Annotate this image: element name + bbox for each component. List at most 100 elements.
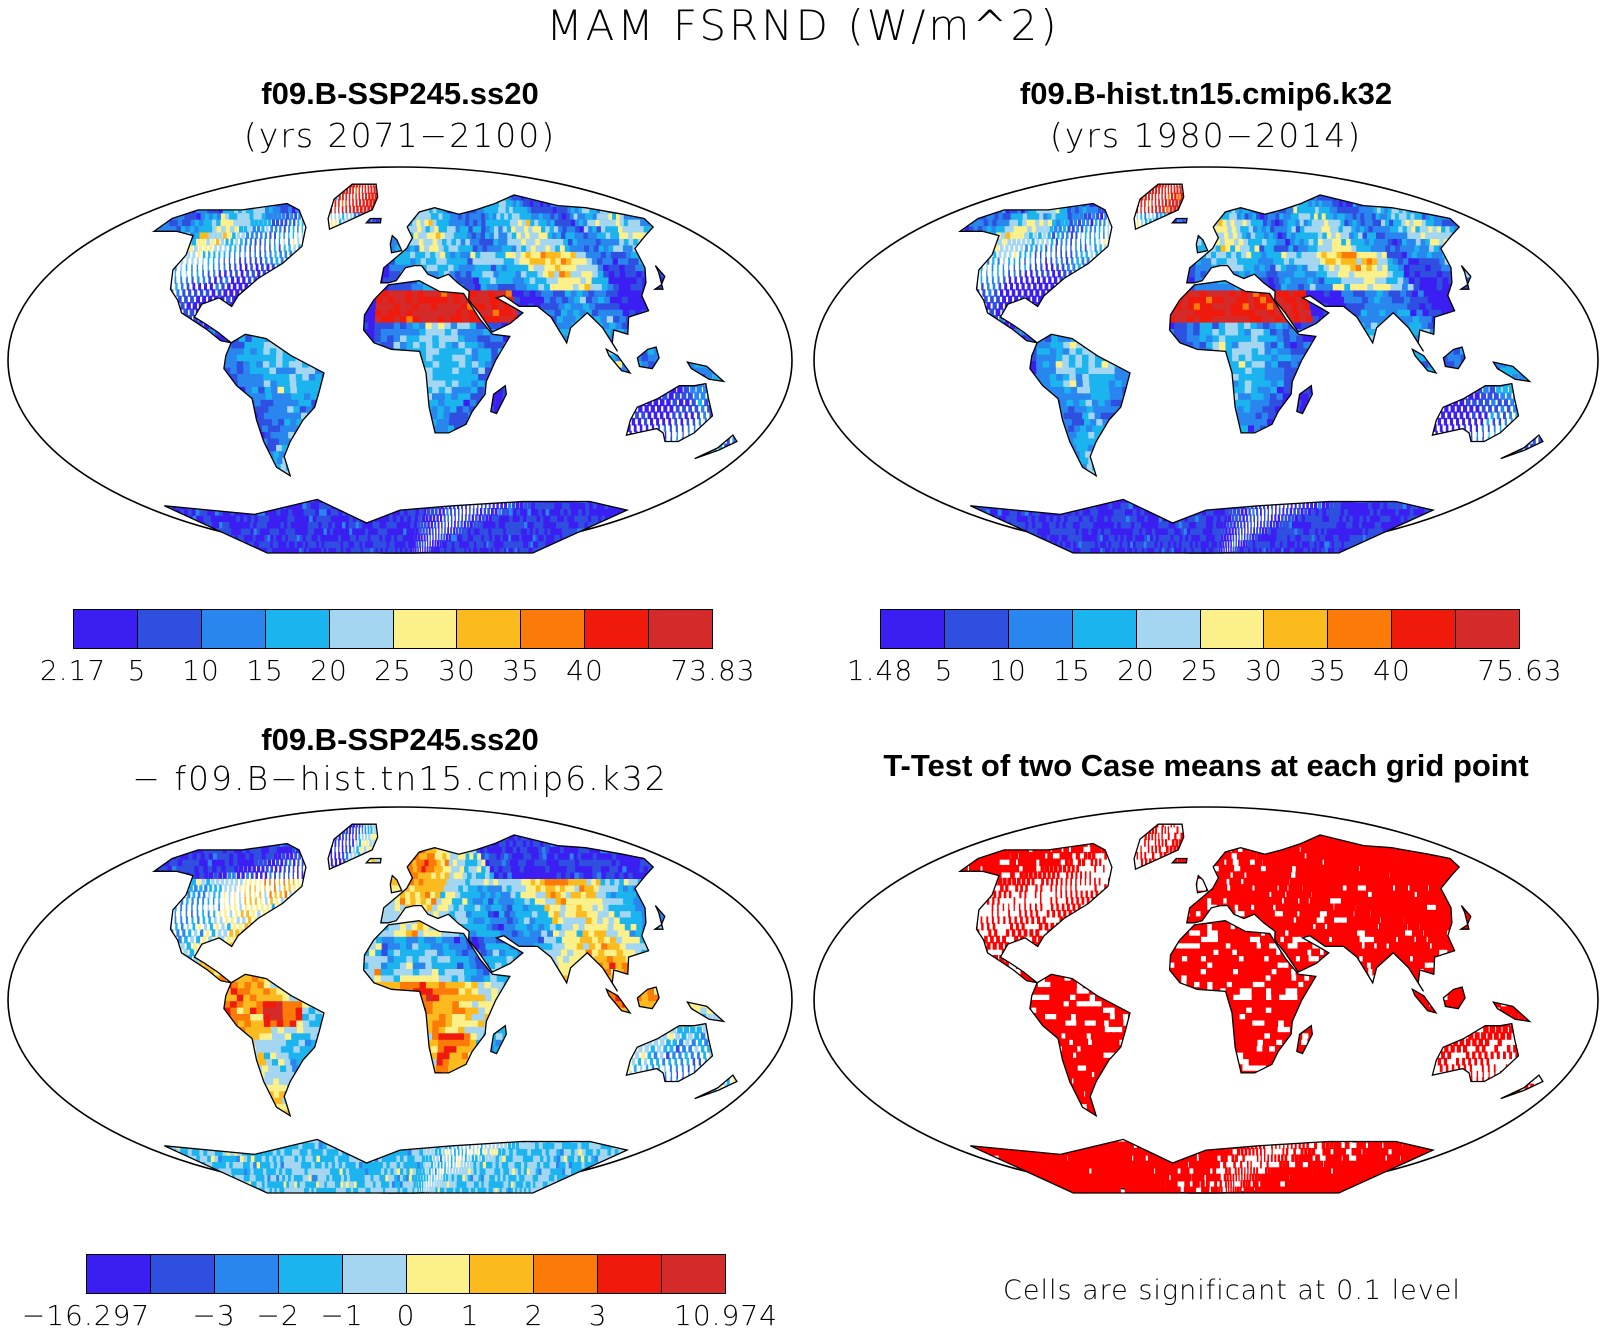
coastline-africa	[1168, 280, 1317, 434]
colorbar-swatch	[393, 610, 458, 648]
coastline-madagascar	[490, 384, 507, 415]
colorbar-swatch	[1456, 610, 1520, 648]
coastline-namerica	[151, 202, 307, 344]
coastline-sumatra	[605, 987, 632, 1014]
colorbar-swatch	[1072, 610, 1137, 648]
coastline-australia	[1431, 1022, 1520, 1083]
panel-2-map	[806, 160, 1606, 560]
colorbar-tick-label: 20	[310, 654, 348, 687]
colorbar-swatch	[457, 610, 522, 648]
colorbar-swatch	[944, 610, 1009, 648]
colorbar-swatch	[1392, 610, 1457, 648]
coastline-africa	[1168, 920, 1317, 1074]
colorbar-swatch	[87, 1255, 151, 1293]
colorbar-swatch	[1328, 610, 1393, 648]
colorbar-swatch	[1008, 610, 1073, 648]
colorbar-swatch	[598, 1255, 663, 1293]
colorbar-swatch	[137, 610, 202, 648]
field-b-map-svg	[813, 166, 1599, 554]
field-a-map-svg	[7, 166, 793, 554]
coastline-nz	[694, 434, 738, 460]
colorbar-tick-label: 40	[1373, 654, 1411, 687]
panel-2-title: f09.B-hist.tn15.cmip6.k32	[806, 76, 1606, 112]
colorbar-swatch	[534, 1255, 599, 1293]
panel-1-subtitle: (yrs 2071−2100)	[0, 117, 800, 155]
panel-4-title: T-Test of two Case means at each grid po…	[806, 748, 1606, 784]
coastline-australia	[625, 1022, 714, 1083]
colorbar-tick-label: 2	[525, 1299, 544, 1332]
coastline-australia	[1431, 382, 1520, 443]
panel-2-colorbar-labels: 1.48 5 10 15 20 25 30 35 40 75.63	[847, 654, 1562, 688]
coastline-uk	[389, 874, 403, 894]
coastline-iceland	[1170, 217, 1188, 224]
colorbar-swatch	[881, 610, 945, 648]
panel-4-map	[806, 800, 1606, 1200]
coastline-borneo	[1442, 346, 1466, 370]
coastline-eurasia	[1186, 834, 1461, 992]
coastline-nz	[1500, 1074, 1544, 1100]
coastline-antarctica	[970, 1138, 1436, 1194]
colorbar-swatch	[662, 1255, 726, 1293]
colorbar-tick-label: 75.63	[1477, 654, 1562, 687]
colorbar-tick-label: 15	[246, 654, 284, 687]
coastline-greenland	[1133, 183, 1185, 231]
panel-3-subtitle: − f09.B−hist.tn15.cmip6.k32	[0, 760, 800, 798]
coastline-sumatra	[1411, 987, 1438, 1014]
colorbar-tick-label: −2	[256, 1299, 299, 1332]
coastline-eurasia	[1186, 194, 1461, 352]
colorbar-tick-label: 5	[935, 654, 954, 687]
colorbar-tick-label: 10.974	[674, 1299, 778, 1332]
coastline-africa	[362, 280, 511, 434]
coastline-japan	[652, 265, 666, 290]
colorbar-swatch	[521, 610, 586, 648]
colorbar-swatch	[342, 1255, 407, 1293]
coastline-antarctica	[970, 498, 1436, 554]
coastline-newguinea	[686, 1001, 726, 1023]
coastline-japan	[652, 905, 666, 930]
coastline-newguinea	[1492, 361, 1532, 383]
colorbar-tick-label: 40	[566, 654, 604, 687]
coastline-samerica	[223, 973, 325, 1118]
colorbar-tick-label: 25	[1181, 654, 1219, 687]
coastline-greenland	[327, 823, 379, 871]
coastline-borneo	[1442, 986, 1466, 1010]
colorbar-tick-label: 35	[502, 654, 540, 687]
colorbar-swatch	[649, 610, 713, 648]
coastline-iceland	[1170, 857, 1188, 864]
colorbar-swatch	[74, 610, 138, 648]
globe-outline	[7, 166, 793, 554]
coastline-samerica	[1029, 333, 1131, 478]
coastline-eurasia	[380, 194, 655, 352]
coastline-madagascar	[490, 1024, 507, 1055]
colorbar-swatch	[1264, 610, 1329, 648]
colorbar-tick-label: 25	[374, 654, 412, 687]
coastline-borneo	[636, 346, 660, 370]
colorbar-tick-label: 30	[438, 654, 476, 687]
colorbar-tick-label: 0	[397, 1299, 416, 1332]
globe-outline	[7, 806, 793, 1194]
panel-3-colorbar-labels: −16.297 −3 −2 −1 0 1 2 3 10.974	[22, 1299, 777, 1333]
colorbar-tick-label: 20	[1117, 654, 1155, 687]
coastline-iceland	[364, 217, 382, 224]
coastline-greenland	[327, 183, 379, 231]
coastline-borneo	[636, 986, 660, 1010]
coastline-australia	[625, 382, 714, 443]
colorbar-tick-label: −16.297	[22, 1299, 150, 1332]
colorbar-tick-label: 15	[1053, 654, 1091, 687]
coastline-africa	[362, 920, 511, 1074]
colorbar-swatch	[1200, 610, 1265, 648]
panel-1-colorbar-labels: 2.17 5 10 15 20 25 30 35 40 73.83	[40, 654, 755, 688]
coastline-sumatra	[1411, 347, 1438, 374]
coastline-sumatra	[605, 347, 632, 374]
colorbar-swatch	[214, 1255, 279, 1293]
figure-title: MAM FSRND (W/m^2)	[0, 0, 1606, 52]
colorbar-tick-label: 1.48	[847, 654, 913, 687]
panel-3-colorbar	[86, 1254, 726, 1294]
coastline-samerica	[223, 333, 325, 478]
diff-map-svg	[7, 806, 793, 1194]
coastline-eurasia	[380, 834, 655, 992]
coastline-nz	[1500, 434, 1544, 460]
panel-2-subtitle: (yrs 1980−2014)	[806, 117, 1606, 155]
colorbar-tick-label: 30	[1245, 654, 1283, 687]
coastline-japan	[1458, 265, 1472, 290]
